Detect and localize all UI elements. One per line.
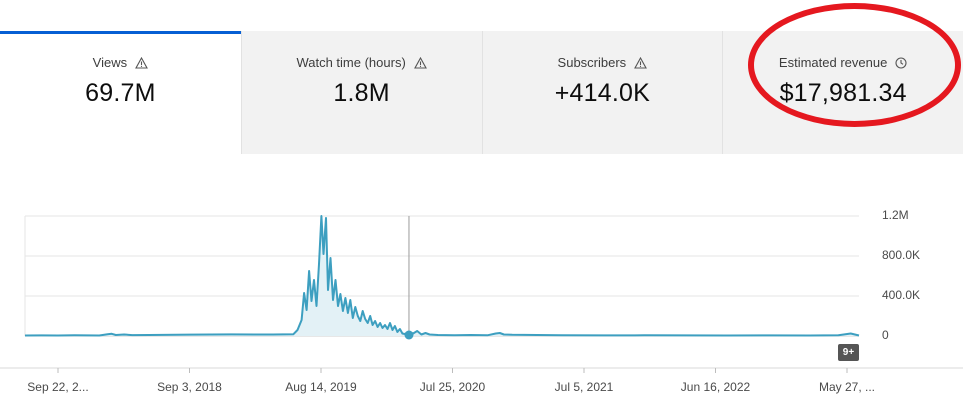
metric-card-subscribers[interactable]: Subscribers +414.0K <box>481 31 723 154</box>
more-annotations-badge[interactable]: 9+ <box>838 344 859 361</box>
x-tick-label: Jun 16, 2022 <box>680 380 751 394</box>
series-area <box>25 216 859 336</box>
y-tick-label: 400.0K <box>882 288 921 302</box>
x-tick-label: Sep 22, 2... <box>27 380 89 394</box>
x-tick-label: Jul 25, 2020 <box>419 380 486 394</box>
metric-label: Subscribers <box>557 55 627 70</box>
metric-value: +414.0K <box>554 79 650 107</box>
metric-label: Watch time (hours) <box>296 55 406 70</box>
x-tick-label: Sep 3, 2018 <box>157 380 222 394</box>
warning-icon <box>135 56 149 69</box>
y-tick-label: 1.2M <box>882 208 909 222</box>
series-line <box>24 215 860 337</box>
metric-label: Estimated revenue <box>778 55 888 70</box>
clock-icon <box>895 56 907 69</box>
warning-icon <box>413 56 427 69</box>
metric-value: $17,981.34 <box>779 79 907 107</box>
hover-marker <box>404 330 414 340</box>
chart-plot <box>0 215 963 373</box>
x-tick-label: Aug 14, 2019 <box>285 380 357 394</box>
y-tick-label: 0 <box>882 328 889 342</box>
metric-label: Views <box>92 55 128 70</box>
metric-card-estimated-revenue[interactable]: Estimated revenue $17,981.34 <box>722 31 963 154</box>
metric-cards: Views 69.7M Watch time (hours) 1.8M Subs… <box>0 31 963 154</box>
y-tick-label: 800.0K <box>882 248 921 262</box>
metric-card-watch-time[interactable]: Watch time (hours) 1.8M <box>240 31 482 154</box>
x-tick-label: May 27, ... <box>818 380 876 394</box>
metric-value: 1.8M <box>333 79 390 107</box>
metric-card-views[interactable]: Views 69.7M <box>0 31 241 154</box>
metric-value: 69.7M <box>85 79 156 107</box>
views-chart[interactable]: 9+ 1.2M 800.0K 400.0K 0 Sep 22, 2... Sep 3, 2… <box>0 160 963 419</box>
x-tick-label: Jul 5, 2021 <box>554 380 614 394</box>
warning-icon <box>634 56 648 69</box>
